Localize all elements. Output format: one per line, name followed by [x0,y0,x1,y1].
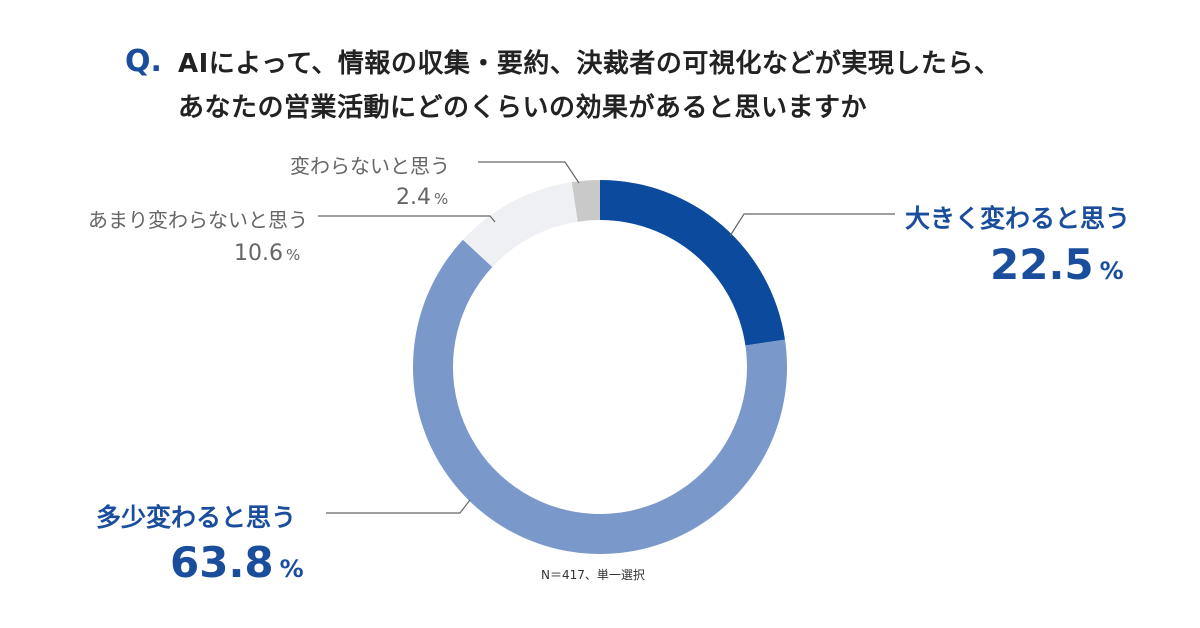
slice-label-moderate-change: 多少変わると思う [96,503,297,532]
slice-label-no-change: 変わらないと思う [290,154,450,178]
slice-value-no-change: 2.4% [396,185,448,210]
leader-line-little [318,215,496,223]
question-mark: Q. [125,44,162,79]
leader-line-none [478,161,580,184]
percent-unit: % [434,190,449,208]
question-line-2: あなたの営業活動にどのくらいの効果があると思いますか [178,93,868,123]
question-line-1: AIによって、情報の収集・要約、決裁者の可視化などが実現したら、 [178,49,1001,79]
slice-value-little-change: 10.6% [234,241,300,266]
slice-value-large-change: 22.5% [990,240,1124,289]
slice-moderate-change [413,239,787,554]
value-text: 10.6 [234,241,283,266]
slice-no-change [571,180,600,222]
leader-line-moderate [326,499,471,514]
slice-large-change [600,180,785,346]
leader-line-large [729,213,895,237]
value-text: 63.8 [170,538,274,587]
percent-unit: % [1099,257,1124,285]
slice-value-moderate-change: 63.8% [170,538,304,587]
percent-unit: % [279,555,304,583]
slice-label-little-change: あまり変わらないと思う [88,208,308,232]
slice-label-large-change: 大きく変わると思う [905,204,1131,233]
percent-unit: % [285,246,301,264]
slice-little-change [462,182,578,267]
value-text: 2.4 [396,185,431,210]
sample-note: N＝417、単一選択 [541,568,645,582]
value-text: 22.5 [990,240,1094,289]
